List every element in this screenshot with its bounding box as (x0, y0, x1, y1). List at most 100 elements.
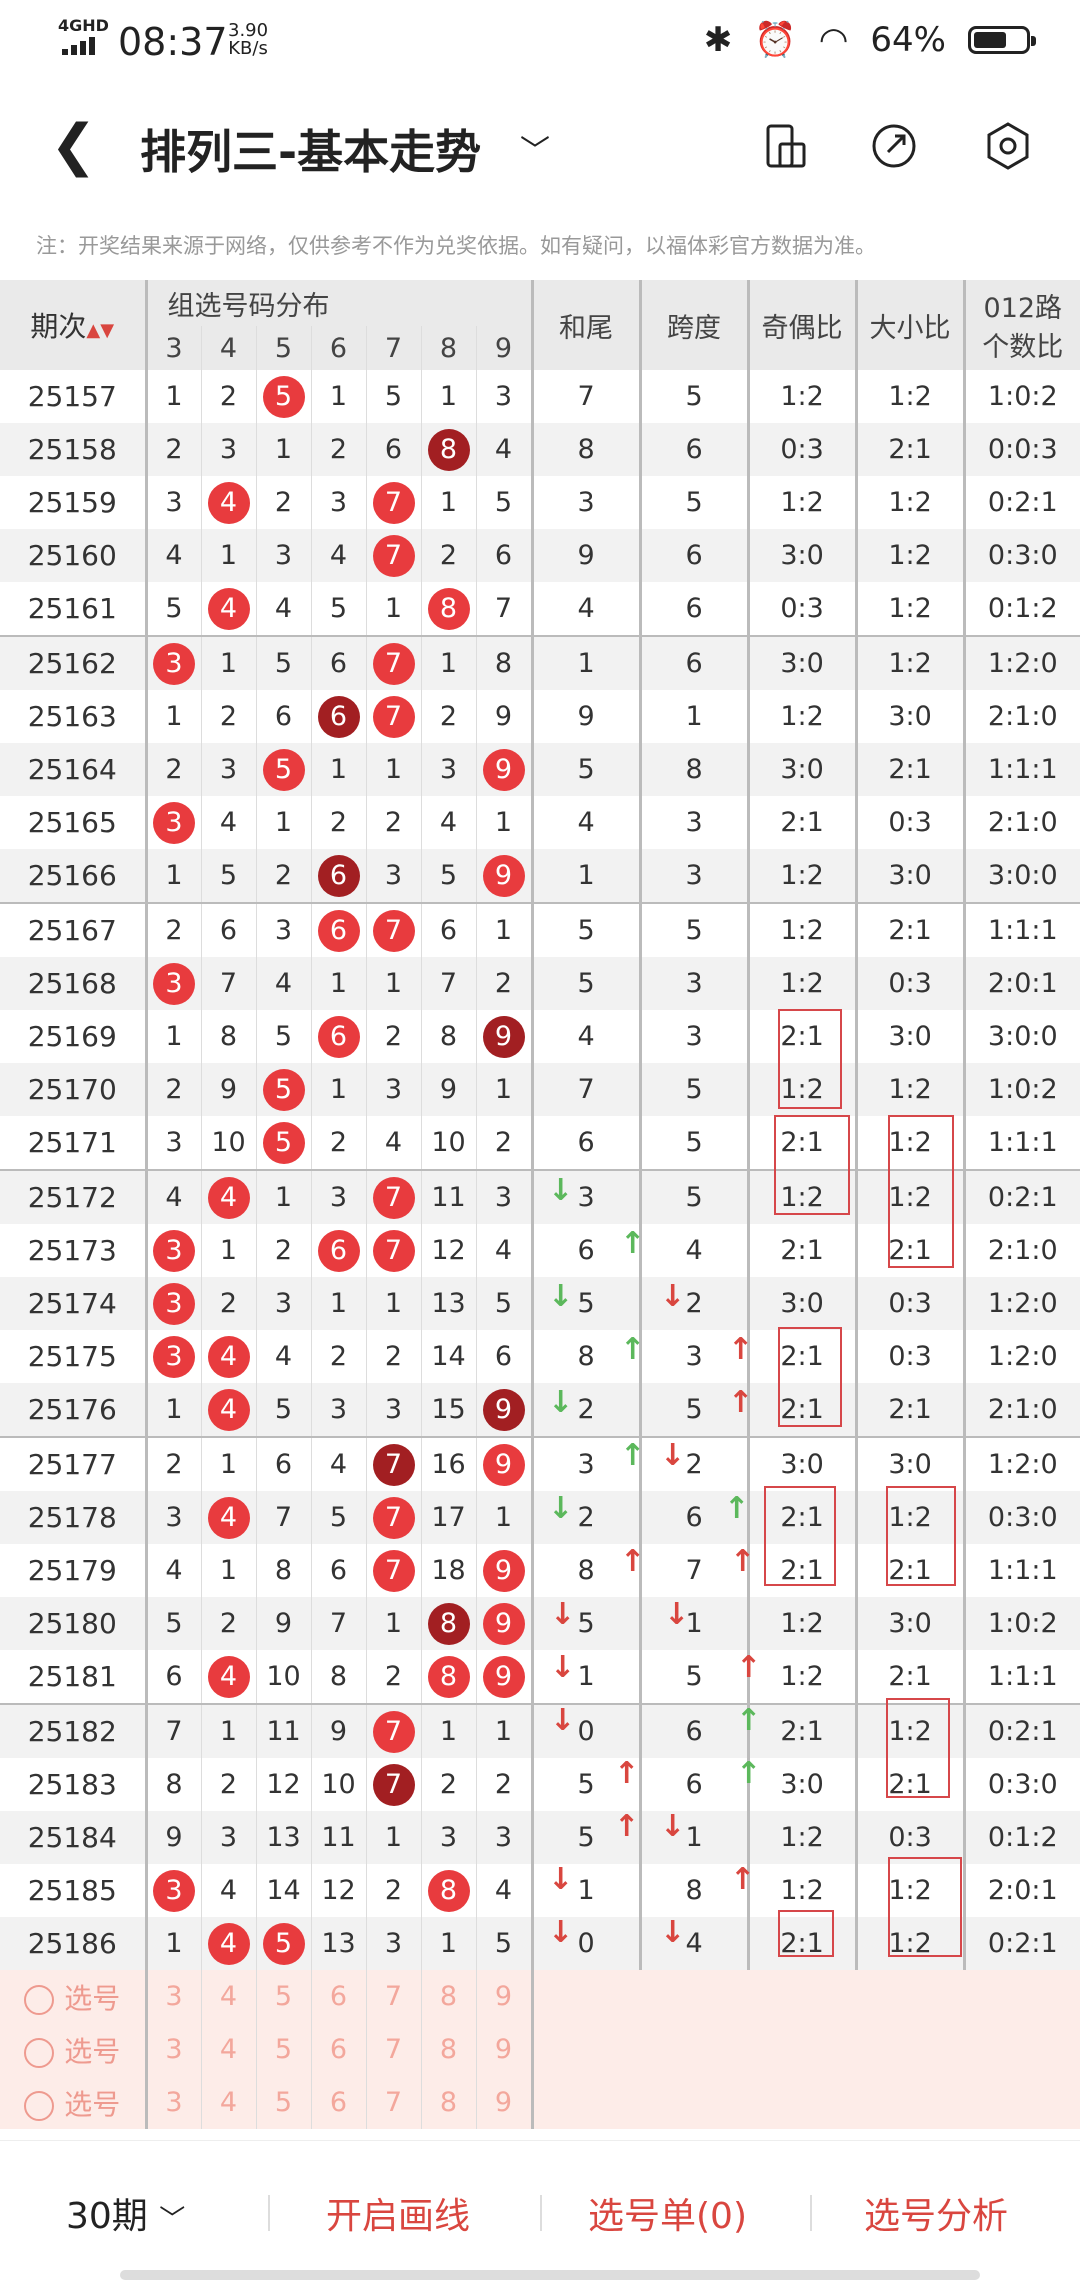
issue-number: 25160 (0, 529, 148, 582)
number-ball: 3 (153, 1335, 195, 1378)
header-col-4: 4 (201, 326, 257, 370)
select-number[interactable]: 8 (421, 2076, 477, 2129)
select-row[interactable]: 选号 3 4 5 6 7 8 9 (0, 2076, 1080, 2129)
select-number[interactable]: 5 (256, 2076, 312, 2129)
select-number[interactable]: 9 (476, 2076, 534, 2129)
pick-list-button[interactable]: 选号单(0) (588, 2196, 747, 2237)
issue-number: 25158 (0, 423, 148, 476)
arrow-up-icon: ↑ (620, 1332, 646, 1367)
select-number[interactable]: 3 (146, 2023, 202, 2076)
select-number[interactable]: 6 (311, 2076, 367, 2129)
select-number[interactable]: 8 (421, 2023, 477, 2076)
radio-circle-icon[interactable] (24, 2090, 55, 2121)
select-number[interactable]: 8 (421, 1970, 477, 2023)
select-number[interactable]: 4 (201, 1970, 257, 2023)
select-number[interactable]: 4 (201, 2076, 257, 2129)
select-number[interactable]: 5 (256, 2023, 312, 2076)
odd-even-cell: 0:3 (748, 423, 858, 476)
sum-tail-cell: 6 (532, 1116, 642, 1170)
miss-count: 5 (311, 582, 367, 636)
select-number[interactable]: 6 (311, 1970, 367, 2023)
select-number[interactable]: 7 (366, 1970, 422, 2023)
select-number[interactable]: 3 (146, 1970, 202, 2023)
select-empty (532, 2023, 1080, 2076)
select-number[interactable]: 3 (146, 2076, 202, 2129)
select-empty (532, 2076, 1080, 2129)
span-cell: 3 (640, 796, 750, 849)
select-toggle[interactable]: 选号 (0, 2076, 148, 2129)
select-number[interactable]: 6 (311, 2023, 367, 2076)
arrow-down-icon: ↓ (550, 1650, 576, 1685)
share-icon[interactable] (868, 120, 920, 172)
miss-count: 1 (201, 635, 257, 690)
odd-even-cell: 2:1 (748, 1116, 858, 1170)
select-toggle[interactable]: 选号 (0, 1970, 148, 2023)
select-label: 选号 (64, 1981, 121, 2015)
select-row[interactable]: 选号 3 4 5 6 7 8 9 (0, 1970, 1080, 2023)
analysis-button[interactable]: 选号分析 (864, 2196, 1009, 2237)
select-label: 选号 (64, 2034, 121, 2068)
miss-count: 7 (311, 1597, 367, 1650)
table-row: 25186 1 4 5 13 3 1 5 0 4 2:1 1:2 0:2:1 (0, 1917, 1080, 1970)
scrollbar[interactable] (120, 2270, 980, 2280)
device-icon[interactable] (760, 120, 812, 172)
number-cell-hit: 9 (476, 849, 534, 903)
odd-even-highlight (774, 1115, 850, 1215)
miss-count: 12 (256, 1758, 312, 1811)
settings-icon[interactable] (982, 120, 1034, 172)
number-cell-hit: 4 (201, 1917, 257, 1970)
span-cell: 3 (640, 957, 750, 1010)
select-number[interactable]: 5 (256, 1970, 312, 2023)
miss-count: 10 (311, 1758, 367, 1811)
miss-count: 1 (311, 743, 367, 796)
miss-count: 1 (366, 1811, 422, 1864)
table-row: 25165 3 4 1 2 2 4 1 4 3 2:1 0:3 2:1:0 (0, 796, 1080, 849)
table-row: 25176 1 4 5 3 3 15 9 2 5 2:1 2:1 2:1:0 (0, 1383, 1080, 1437)
select-number[interactable]: 9 (476, 2023, 534, 2076)
number-cell-hit: 7 (366, 1703, 422, 1758)
issue-number: 25185 (0, 1864, 148, 1917)
miss-count: 2 (366, 1010, 422, 1063)
select-toggle[interactable]: 选号 (0, 2023, 148, 2076)
span-cell: 3 (640, 1010, 750, 1063)
span-cell: 5 (640, 1650, 750, 1704)
number-ball: 9 (482, 1602, 525, 1645)
select-number[interactable]: 7 (366, 2023, 422, 2076)
select-number[interactable]: 7 (366, 2076, 422, 2129)
select-row[interactable]: 选号 3 4 5 6 7 8 9 (0, 2023, 1080, 2076)
select-number[interactable]: 9 (476, 1970, 534, 2023)
draw-line-button[interactable]: 开启画线 (326, 2196, 471, 2237)
number-cell-hit: 5 (256, 370, 312, 423)
header-issue[interactable]: 期次▲▼ (0, 280, 148, 370)
miss-count: 1 (366, 582, 422, 636)
select-empty (532, 1970, 1080, 2023)
page-title[interactable]: 排列三-基本走势 (140, 125, 482, 179)
odd-even-cell: 1:2 (748, 1650, 858, 1704)
issue-number: 25168 (0, 957, 148, 1010)
miss-count: 6 (256, 690, 312, 743)
period-select[interactable]: 30期 ﹀ (66, 2196, 186, 2237)
number-ball: 3 (153, 962, 195, 1005)
miss-count: 1 (421, 1703, 477, 1758)
miss-count: 2 (421, 529, 477, 582)
network-speed: 3.90 KB/s (228, 22, 268, 58)
select-number[interactable]: 4 (201, 2023, 257, 2076)
odd-even-cell: 1:2 (748, 1811, 858, 1864)
road-ratio-cell: 0:2:1 (964, 1169, 1080, 1224)
chevron-down-icon[interactable]: ﹀ (520, 134, 550, 169)
number-cell-hit: 9 (476, 1383, 534, 1437)
radio-circle-icon[interactable] (24, 2037, 55, 2068)
miss-count: 5 (201, 849, 257, 903)
number-ball: 6 (317, 1229, 360, 1272)
header-sum-tail: 和尾 (532, 280, 642, 370)
miss-count: 1 (366, 1597, 422, 1650)
back-icon[interactable]: ❮ (50, 113, 97, 178)
arrow-up-icon: ↑ (736, 1756, 762, 1791)
arrow-up-icon: ↑ (620, 1438, 646, 1473)
header-col-5: 5 (256, 326, 312, 370)
table-row: 25174 3 2 3 1 1 13 5 5 2 3:0 0:3 1:2:0 (0, 1277, 1080, 1330)
sort-icon[interactable]: ▲▼ (86, 320, 115, 341)
sum-tail-cell: 4 (532, 796, 642, 849)
number-cell-hit: 6 (311, 902, 367, 957)
radio-circle-icon[interactable] (24, 1984, 55, 2015)
